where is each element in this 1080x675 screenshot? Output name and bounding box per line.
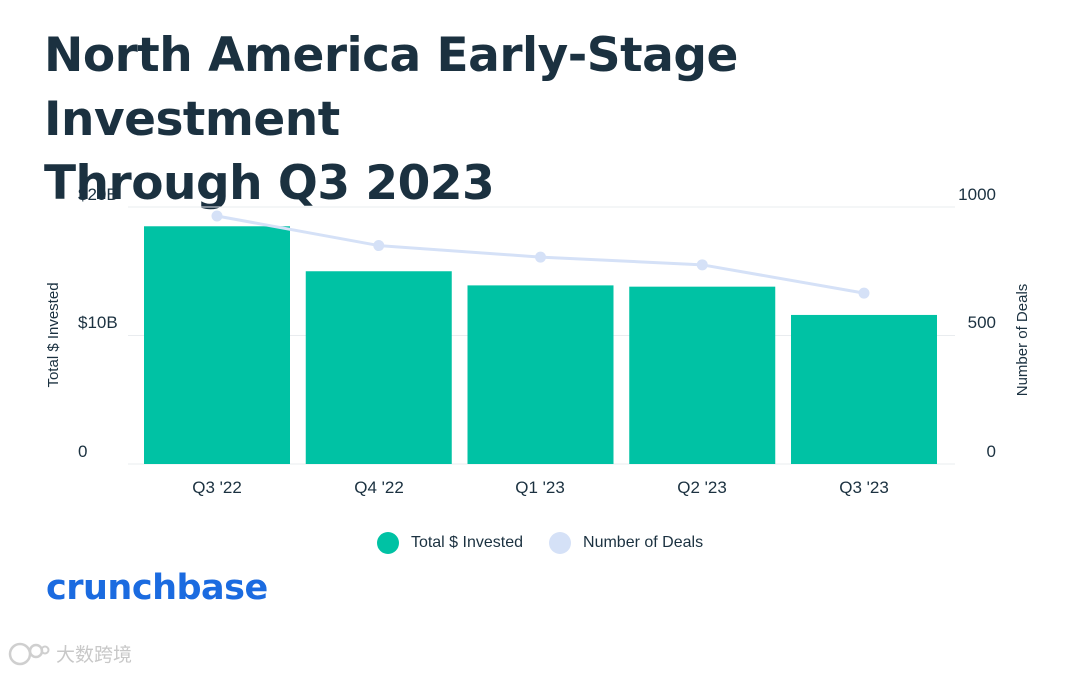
legend: Total $ Invested Number of Deals (0, 532, 1080, 554)
deals-point[interactable] (373, 240, 385, 252)
y-left-tick-10: $10B (78, 313, 118, 332)
axis-labels: $20B $10B 0 1000 500 0 Total $ Invested … (45, 185, 1031, 497)
bar-total-invested[interactable] (467, 285, 614, 464)
x-tick-label: Q3 '22 (192, 478, 242, 497)
bar-total-invested[interactable] (629, 286, 776, 464)
deals-line (211, 210, 870, 299)
deals-point[interactable] (858, 287, 870, 299)
bar-total-invested[interactable] (305, 271, 452, 464)
y-right-tick-0: 0 (987, 442, 996, 461)
chart-title: North America Early-Stage Investment Thr… (44, 24, 1044, 216)
bar-total-invested[interactable] (144, 226, 290, 464)
x-tick-label: Q4 '22 (354, 478, 404, 497)
legend-label: Number of Deals (583, 534, 704, 551)
deals-point[interactable] (696, 259, 708, 271)
watermark: 大数跨境 (8, 640, 132, 667)
watermark-text: 大数跨境 (56, 644, 133, 666)
legend-item-invested[interactable]: Total $ Invested (376, 532, 524, 554)
y-right-tick-1000: 1000 (958, 185, 996, 204)
deals-point[interactable] (535, 251, 546, 263)
watermark-logo-icon (8, 642, 50, 665)
legend-label: Total $ Invested (410, 534, 524, 551)
y-left-tick-20: $20B (78, 185, 118, 204)
y-left-tick-0: 0 (78, 442, 87, 461)
x-tick-label: Q1 '23 (515, 478, 565, 497)
y-right-tick-500: 500 (968, 313, 996, 332)
deals-point[interactable] (211, 210, 223, 222)
crunchbase-logo: crunchbase (46, 568, 268, 608)
bar-total-invested[interactable] (791, 314, 937, 464)
chart-title-line-2: Through Q3 2023 (44, 156, 495, 211)
chart-title-line-1: North America Early-Stage Investment (44, 28, 738, 147)
legend-swatch-invested (376, 532, 399, 554)
bars (144, 226, 937, 464)
y-right-axis-title: Number of Deals (1014, 284, 1031, 397)
x-tick-label: Q3 '23 (839, 478, 889, 497)
x-tick-label: Q2 '23 (677, 478, 727, 497)
chart-area: $20B $10B 0 1000 500 0 Total $ Invested … (45, 185, 1031, 497)
legend-swatch-deals (549, 532, 572, 554)
y-left-axis-title: Total $ Invested (45, 282, 62, 387)
legend-item-deals[interactable]: Number of Deals (549, 532, 703, 554)
